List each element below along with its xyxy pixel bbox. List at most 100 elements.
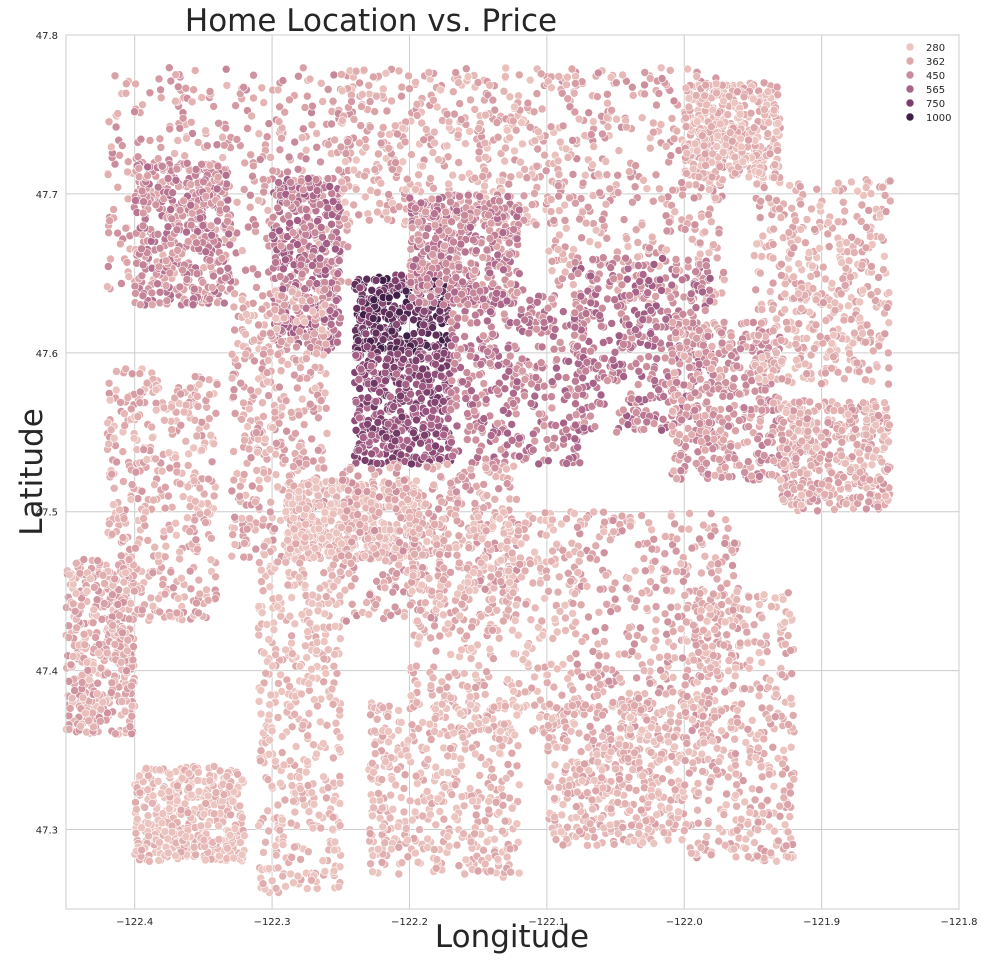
data-point (378, 335, 388, 345)
data-point (454, 158, 464, 167)
data-point (367, 449, 377, 459)
data-point (406, 389, 415, 399)
data-point (608, 355, 618, 365)
data-point (300, 103, 310, 112)
data-point (534, 127, 543, 137)
data-point (131, 196, 140, 205)
data-point (555, 137, 565, 147)
data-point (561, 425, 571, 435)
data-point (507, 436, 517, 445)
data-point (744, 422, 753, 431)
data-point (254, 129, 264, 138)
data-point (284, 211, 293, 220)
data-point (134, 163, 144, 173)
data-point (702, 358, 711, 368)
data-point (428, 250, 438, 259)
data-point (147, 288, 157, 298)
data-point (245, 202, 255, 212)
data-point (278, 76, 288, 85)
data-point (372, 91, 381, 101)
data-point (374, 149, 383, 159)
data-point (123, 393, 133, 402)
data-point (118, 447, 128, 456)
data-point (471, 246, 481, 255)
data-point (564, 357, 573, 366)
data-point (568, 280, 578, 289)
data-point (510, 146, 519, 156)
data-point (222, 81, 232, 90)
data-point (619, 340, 628, 349)
data-point (206, 221, 216, 231)
data-point (221, 273, 230, 283)
data-point (524, 328, 534, 338)
data-point (474, 147, 484, 157)
data-point (107, 469, 116, 479)
data-point (183, 513, 192, 523)
data-point (482, 245, 492, 255)
data-point (517, 118, 526, 127)
data-point (293, 165, 303, 174)
data-point (452, 421, 462, 431)
data-point (370, 107, 380, 116)
data-point (263, 206, 273, 215)
data-point (285, 242, 295, 252)
data-point (435, 314, 445, 324)
data-point (689, 193, 699, 203)
data-point (142, 378, 152, 388)
data-point (436, 251, 446, 261)
data-point (514, 91, 523, 100)
data-point (249, 70, 258, 80)
data-point (337, 86, 347, 96)
data-point (526, 399, 536, 408)
data-point (648, 118, 658, 128)
data-point (568, 170, 578, 179)
data-point (698, 340, 708, 350)
data-point (426, 174, 435, 183)
data-point (161, 541, 171, 551)
data-point (601, 200, 611, 209)
data-point (188, 300, 198, 310)
data-point (448, 451, 457, 461)
data-point (194, 608, 203, 618)
data-point (105, 216, 114, 225)
data-point (518, 366, 527, 376)
data-point (571, 399, 580, 409)
data-point (700, 411, 710, 420)
data-point (683, 255, 693, 265)
data-point (539, 421, 549, 431)
data-point (355, 283, 365, 293)
data-point (547, 403, 557, 413)
data-point (581, 366, 591, 376)
data-point (190, 66, 200, 75)
data-point (110, 71, 120, 81)
data-point (340, 197, 350, 207)
data-point (378, 84, 388, 94)
data-point (218, 132, 227, 142)
data-point (558, 307, 568, 316)
data-point (383, 354, 392, 364)
data-point (476, 359, 486, 369)
data-point (211, 594, 220, 603)
data-point (178, 492, 188, 501)
data-point (682, 402, 692, 412)
data-point (642, 362, 651, 371)
data-point (355, 413, 364, 423)
data-point (533, 144, 543, 154)
data-point (529, 107, 539, 117)
data-point (552, 363, 561, 373)
data-points (61, 63, 895, 897)
data-point (391, 158, 400, 167)
data-point (327, 119, 336, 129)
data-point (743, 457, 753, 466)
data-point (512, 234, 522, 244)
data-point (273, 85, 283, 95)
data-point (275, 145, 285, 154)
data-point (656, 120, 666, 129)
data-point (514, 205, 524, 215)
data-point (461, 394, 471, 403)
data-point (503, 192, 513, 201)
data-point (652, 100, 661, 110)
data-point (581, 309, 591, 318)
data-point (167, 425, 176, 435)
data-point (418, 382, 427, 391)
